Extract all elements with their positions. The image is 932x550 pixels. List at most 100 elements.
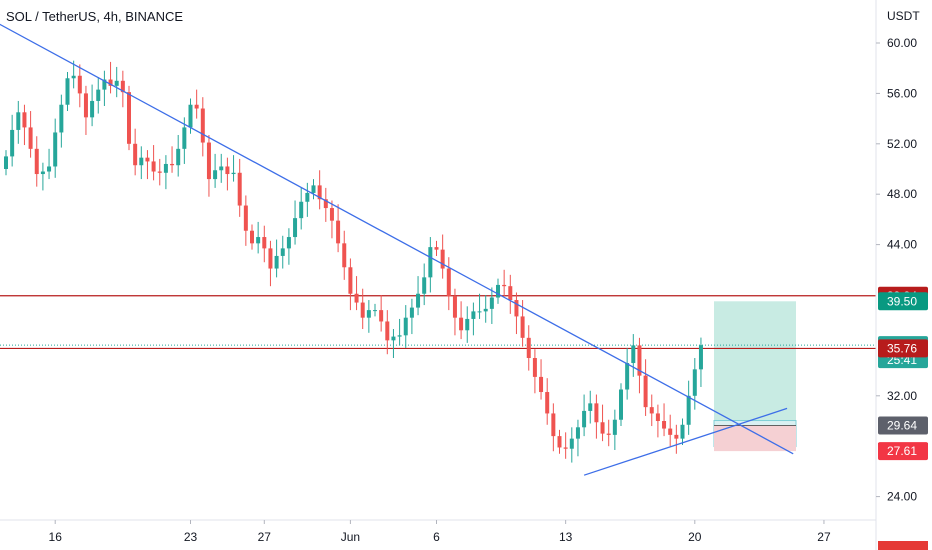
- candle-body: [225, 166, 230, 175]
- stop-badge-bg: [878, 442, 928, 461]
- candle-body: [520, 316, 525, 338]
- candle-body: [188, 104, 193, 128]
- stop-badge-label: 27.61: [887, 444, 917, 458]
- price-tick-label: 44.00: [887, 238, 917, 252]
- candle-body: [508, 286, 513, 301]
- candle-body: [360, 302, 365, 318]
- candle-body: [139, 157, 144, 166]
- stop-zone: [714, 425, 796, 452]
- price-tick-label: 52.00: [887, 137, 917, 151]
- time-tick-label: 16: [49, 530, 63, 544]
- time-tick-label: 13: [559, 530, 573, 544]
- candle-body: [47, 166, 52, 172]
- candle-body: [575, 427, 580, 439]
- candle-body: [477, 311, 482, 313]
- time-tick-label: 27: [817, 530, 831, 544]
- candle-body: [662, 421, 667, 429]
- candle-body: [692, 369, 697, 396]
- candle-body: [698, 345, 703, 370]
- candle-body: [668, 428, 673, 435]
- candle-body: [16, 112, 21, 130]
- target-zone: [714, 301, 796, 421]
- time-tick-label: 27: [258, 530, 272, 544]
- candle-body: [588, 403, 593, 411]
- price-tick-label: 48.00: [887, 187, 917, 201]
- candle-body: [409, 307, 414, 318]
- horizontal-levels-layer: [0, 295, 876, 350]
- candle-body: [59, 104, 64, 133]
- candle-body: [354, 293, 359, 303]
- candle-body: [262, 237, 267, 249]
- candle-body: [471, 311, 476, 319]
- candle-body: [452, 296, 457, 318]
- candle-body: [336, 220, 341, 244]
- candle-body: [151, 161, 156, 172]
- candle-body: [422, 277, 427, 294]
- candle-body: [502, 284, 507, 287]
- candle-body: [77, 75, 82, 94]
- partial-badge-lower: [878, 541, 928, 550]
- candle-body: [200, 108, 205, 143]
- candle-body: [28, 127, 33, 149]
- candle-body: [557, 436, 562, 448]
- candle-body: [385, 321, 390, 341]
- candle-body: [145, 157, 150, 162]
- price-tick-label: 56.00: [887, 86, 917, 100]
- time-tick-label: 20: [688, 530, 702, 544]
- candle-body: [194, 104, 199, 109]
- candle-body: [686, 395, 691, 425]
- time-tick-label: 23: [184, 530, 198, 544]
- candle-body: [348, 267, 353, 294]
- candle-body: [619, 389, 623, 420]
- candle-body: [170, 163, 175, 166]
- candle-body: [157, 171, 162, 173]
- candle-body: [114, 80, 119, 86]
- candle-body: [440, 249, 445, 269]
- candle-body: [305, 192, 310, 202]
- candle-body: [483, 308, 488, 312]
- candle-body: [551, 413, 556, 437]
- candle-body: [643, 375, 648, 408]
- price-axis: USDT 60.00 56.00 52.00 48.00 44.00 32.00 24.00: [875, 0, 920, 550]
- candle-body: [10, 129, 15, 157]
- candle-body: [329, 208, 334, 221]
- candle-body: [612, 419, 617, 435]
- candle-body: [317, 185, 322, 200]
- candle-body: [582, 410, 587, 428]
- candle-body: [366, 310, 371, 318]
- candle-body: [163, 163, 168, 173]
- candle-body: [120, 80, 125, 93]
- candle-body: [403, 317, 408, 336]
- candle-body: [182, 127, 187, 149]
- candle-body: [391, 336, 396, 341]
- candle-body: [237, 172, 242, 206]
- entry-badge-bg: [878, 416, 928, 435]
- candle-body: [268, 248, 273, 269]
- candle-body: [311, 185, 316, 193]
- price-axis-unit: USDT: [887, 9, 920, 23]
- candle-body: [496, 284, 500, 298]
- candle-body: [563, 447, 568, 449]
- time-axis: 16 23 27 Jun 6 13 20 27: [0, 519, 876, 544]
- candle-body: [256, 237, 261, 244]
- level-badge-lower-bg: [878, 339, 928, 358]
- price-tick-label: 32.00: [887, 389, 917, 403]
- candle-body: [680, 424, 685, 439]
- candle-body: [34, 148, 39, 175]
- candle-body: [274, 255, 279, 269]
- candle-body: [299, 201, 304, 219]
- candle-body: [459, 317, 464, 331]
- entry-badge-label: 29.64: [887, 419, 917, 433]
- candle-body: [83, 93, 88, 118]
- candle-body: [323, 199, 328, 209]
- candle-body: [397, 335, 402, 337]
- candle-body: [674, 434, 679, 439]
- candle-body: [40, 171, 45, 175]
- candle-body: [65, 78, 70, 105]
- candle-body: [526, 337, 531, 358]
- candle-body: [649, 407, 654, 414]
- candle-body: [71, 75, 76, 79]
- candle-body: [606, 433, 611, 435]
- candle-body: [213, 170, 218, 180]
